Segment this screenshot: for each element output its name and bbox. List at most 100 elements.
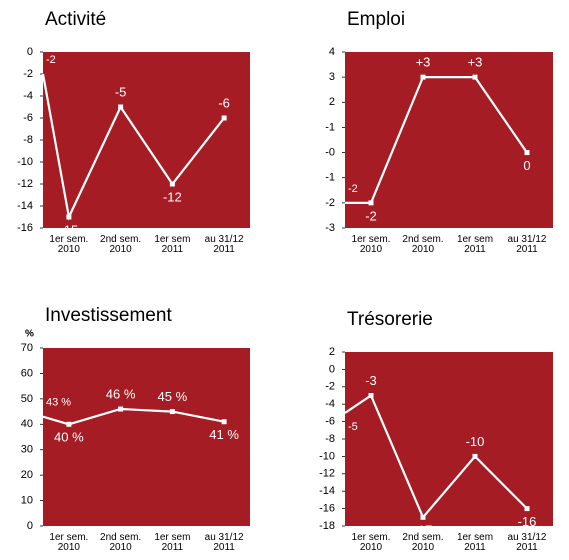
y-axis-label: % [25,329,34,340]
x-tick-line: 2010 [360,244,383,255]
x-tick-label: au 31/12 2011 [205,234,244,255]
y-tick-label: -8 [325,433,335,445]
value-label: -15 [59,222,78,237]
chart-title: Emploi [347,9,405,30]
y-tick-label: 60 [21,367,33,379]
y-tick-label: -3 [325,222,335,234]
x-tick-label: 2nd sem. 2010 [100,532,141,553]
y-tick-label: -2 [325,381,335,393]
value-label: -12 [163,189,182,204]
x-tick-line: 2nd sem. [402,234,443,245]
x-tick-line: 2010 [110,244,133,255]
x-tick-line: 2010 [110,542,133,553]
y-tick-label: 4 [329,46,335,58]
value-label: +3 [468,55,483,70]
y-tick-label: -2 [325,197,335,209]
x-tick-line: 2011 [162,244,184,255]
value-label: -2 [365,208,377,223]
y-tick-label: -10 [319,450,335,462]
point [420,74,426,80]
x-tick-label: 1er sem. 2010 [352,532,391,553]
point [221,115,227,121]
x-tick-label: 1er sem 2011 [154,532,190,553]
x-tick-label: 2nd sem. 2010 [402,532,443,553]
y-tick-label: -10 [17,156,33,168]
value-label: -10 [466,434,485,449]
y-tick-label: -4 [23,90,33,102]
x-tick-line: 1er sem [457,532,493,543]
x-tick-label: 2nd sem. 2010 [402,234,443,255]
y-tick-label: 70 [21,342,33,354]
plot-area [345,352,553,526]
y-tick-label: 0 [27,520,33,532]
point [472,74,478,80]
x-tick-label: 1er sem. 2010 [49,234,88,255]
point [524,506,530,512]
chart-title: Trésorerie [347,309,433,330]
value-label: +3 [416,55,431,70]
point [66,421,72,427]
point [472,453,478,459]
x-tick-line: 2011 [464,542,486,553]
value-label: -5 [348,421,358,433]
x-tick-line: 1er sem [457,234,493,245]
point [118,104,124,110]
y-tick-label: 40 [21,418,33,430]
x-tick-label: au 31/12 2011 [508,532,547,553]
y-tick-label: -4 [325,398,335,410]
x-tick-line: 2nd sem. [100,234,141,245]
chart-title: Investissement [45,305,172,326]
value-label: -3 [365,373,377,388]
x-tick-line: 2011 [516,244,538,255]
value-label: 43 % [46,397,71,409]
x-tick-label: 1er sem 2011 [154,234,190,255]
y-tick-label: 10 [21,494,33,506]
x-tick-line: 2010 [360,542,383,553]
x-tick-line: 1er sem. [49,532,88,543]
plot-area [43,348,250,526]
x-tick-label: au 31/12 2011 [508,234,547,255]
plot-area [345,52,553,228]
point [420,514,426,520]
y-tick-label: -12 [319,468,335,480]
x-tick-line: 2010 [412,244,435,255]
x-tick-line: 2011 [516,542,538,553]
x-tick-label: 1er sem 2011 [457,234,493,255]
y-tick-label: 0 [329,363,335,375]
y-tick-label: -16 [319,503,335,515]
value-label: -6 [218,95,230,110]
y-tick-label: -8 [23,134,33,146]
x-tick-label: 1er sem 2011 [457,532,493,553]
x-tick-line: 2nd sem. [100,532,141,543]
y-tick-label: 2 [329,96,335,108]
y-tick-label: -6 [325,416,335,428]
y-tick-label: -1 [325,121,335,133]
value-label: 41 % [209,427,239,442]
x-tick-line: 2011 [213,542,235,553]
y-tick-label: -2 [23,68,33,80]
plot-area [43,52,250,228]
y-tick-label: -0 [325,146,335,158]
point [368,200,374,206]
point [169,181,175,187]
y-tick-label: 2 [329,346,335,358]
x-tick-line: au 31/12 [508,532,547,543]
x-tick-line: 2010 [412,542,435,553]
y-tick-label: -14 [17,200,33,212]
y-tick-label: -1 [325,172,335,184]
value-label: -17 [414,523,433,538]
x-tick-line: 1er sem [154,234,190,245]
x-tick-line: au 31/12 [205,532,244,543]
y-tick-label: -14 [319,485,335,497]
point [66,214,72,220]
x-tick-line: 2011 [162,542,184,553]
point [169,409,175,415]
x-tick-line: 1er sem. [49,234,88,245]
y-tick-label: -12 [17,178,33,190]
value-label: -5 [115,84,127,99]
x-tick-label: 1er sem. 2010 [352,234,391,255]
x-tick-line: au 31/12 [508,234,547,245]
chart-title: Activité [45,9,106,30]
y-tick-label: 20 [21,469,33,481]
value-label: -2 [348,183,358,195]
